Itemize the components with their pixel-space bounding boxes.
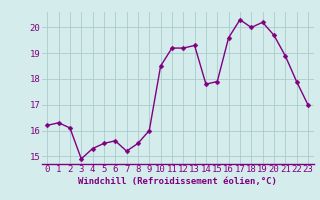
X-axis label: Windchill (Refroidissement éolien,°C): Windchill (Refroidissement éolien,°C) xyxy=(78,177,277,186)
